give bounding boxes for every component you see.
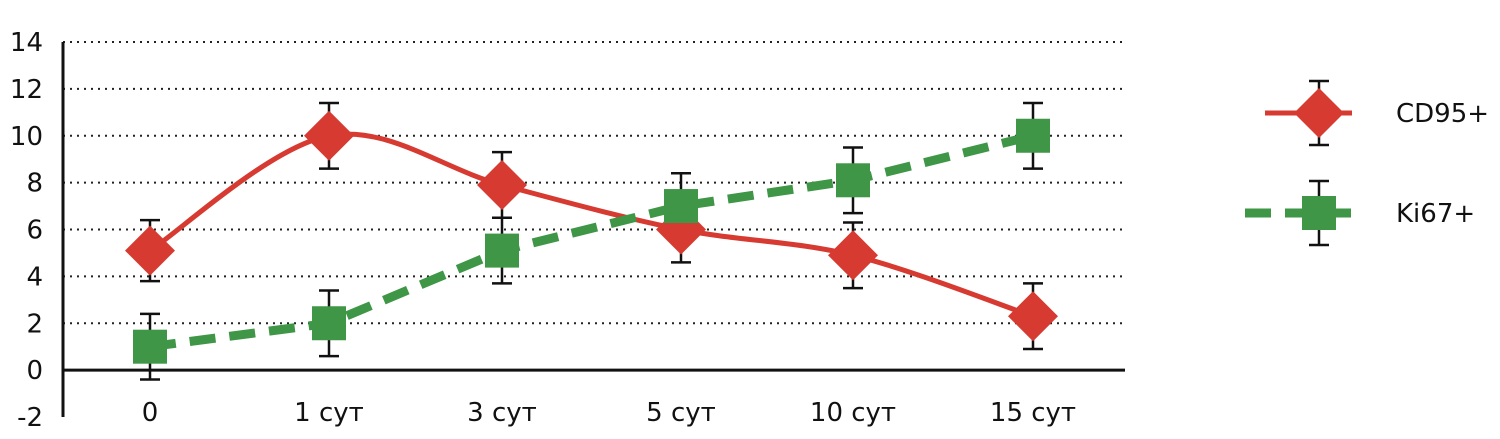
series-layer (125, 101, 1058, 381)
data-point (1016, 118, 1050, 153)
series-line (149, 131, 1035, 352)
x-tick-label: 0 (142, 398, 159, 428)
legend-label: Ki67+ (1396, 199, 1475, 229)
y-tick-label: 14 (10, 28, 43, 58)
x-tick-label: 15 сут (990, 398, 1076, 428)
legend-item: CD95+ (1265, 79, 1489, 147)
y-tick-label: 0 (26, 356, 43, 386)
legend-marker (1302, 196, 1336, 230)
y-tick-label: 6 (26, 216, 43, 246)
y-tick-label: 12 (10, 75, 43, 105)
error-bars (140, 101, 1043, 381)
x-tick-label: 10 сут (810, 398, 896, 428)
data-point (312, 306, 346, 341)
axes (61, 42, 1125, 417)
data-point (1008, 291, 1058, 342)
x-tick-label: 1 сут (294, 398, 364, 428)
markers (133, 118, 1050, 364)
y-tick-label: 2 (26, 309, 43, 339)
y-tick-label: 10 (10, 122, 43, 152)
x-tick-labels: 0 1 сут 3 сут 5 сут 10 сут 15 сут (142, 398, 1076, 428)
legend: CD95+ Ki67+ (1245, 79, 1489, 247)
data-point (836, 163, 870, 198)
data-point (477, 159, 527, 210)
data-point (125, 225, 175, 276)
series-line (148, 131, 1034, 319)
data-point (133, 329, 167, 364)
grid-lines (63, 41, 1125, 325)
series-ki67 (149, 131, 1035, 352)
data-point (828, 230, 878, 281)
y-tick-label: 4 (26, 262, 43, 292)
data-point (485, 233, 519, 268)
legend-marker (1294, 88, 1344, 138)
y-tick-label: -2 (17, 403, 43, 433)
series-cd95 (148, 131, 1034, 319)
y-tick-labels: 14 12 10 8 6 4 2 0 -2 (10, 28, 43, 433)
data-point (304, 110, 354, 161)
x-tick-label: 5 сут (646, 398, 716, 428)
y-tick-label: 8 (26, 169, 43, 199)
data-point (664, 189, 698, 224)
legend-label: CD95+ (1396, 99, 1489, 129)
legend-item: Ki67+ (1245, 179, 1475, 247)
x-tick-label: 3 сут (467, 398, 537, 428)
